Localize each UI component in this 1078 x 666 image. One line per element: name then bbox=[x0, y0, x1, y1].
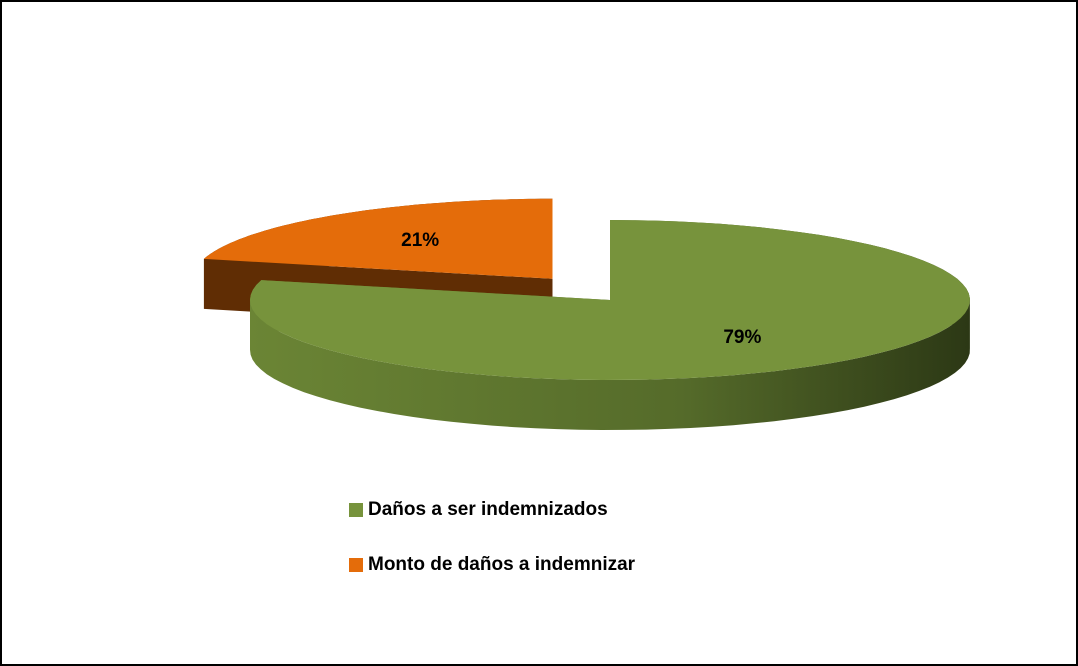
plot: 21% 79% bbox=[203, 198, 970, 430]
data-label: 21% bbox=[401, 230, 439, 251]
legend-swatch bbox=[349, 558, 363, 572]
slice bbox=[203, 198, 553, 279]
legend-label: Daños a ser indemnizados bbox=[368, 499, 608, 520]
legend-swatch bbox=[349, 503, 363, 517]
legend: Daños a ser indemnizados Monto de daños a… bbox=[349, 499, 636, 575]
data-label: 79% bbox=[723, 327, 761, 348]
legend-label: Monto de daños a indemnizar bbox=[368, 554, 636, 575]
slice bbox=[250, 220, 970, 380]
